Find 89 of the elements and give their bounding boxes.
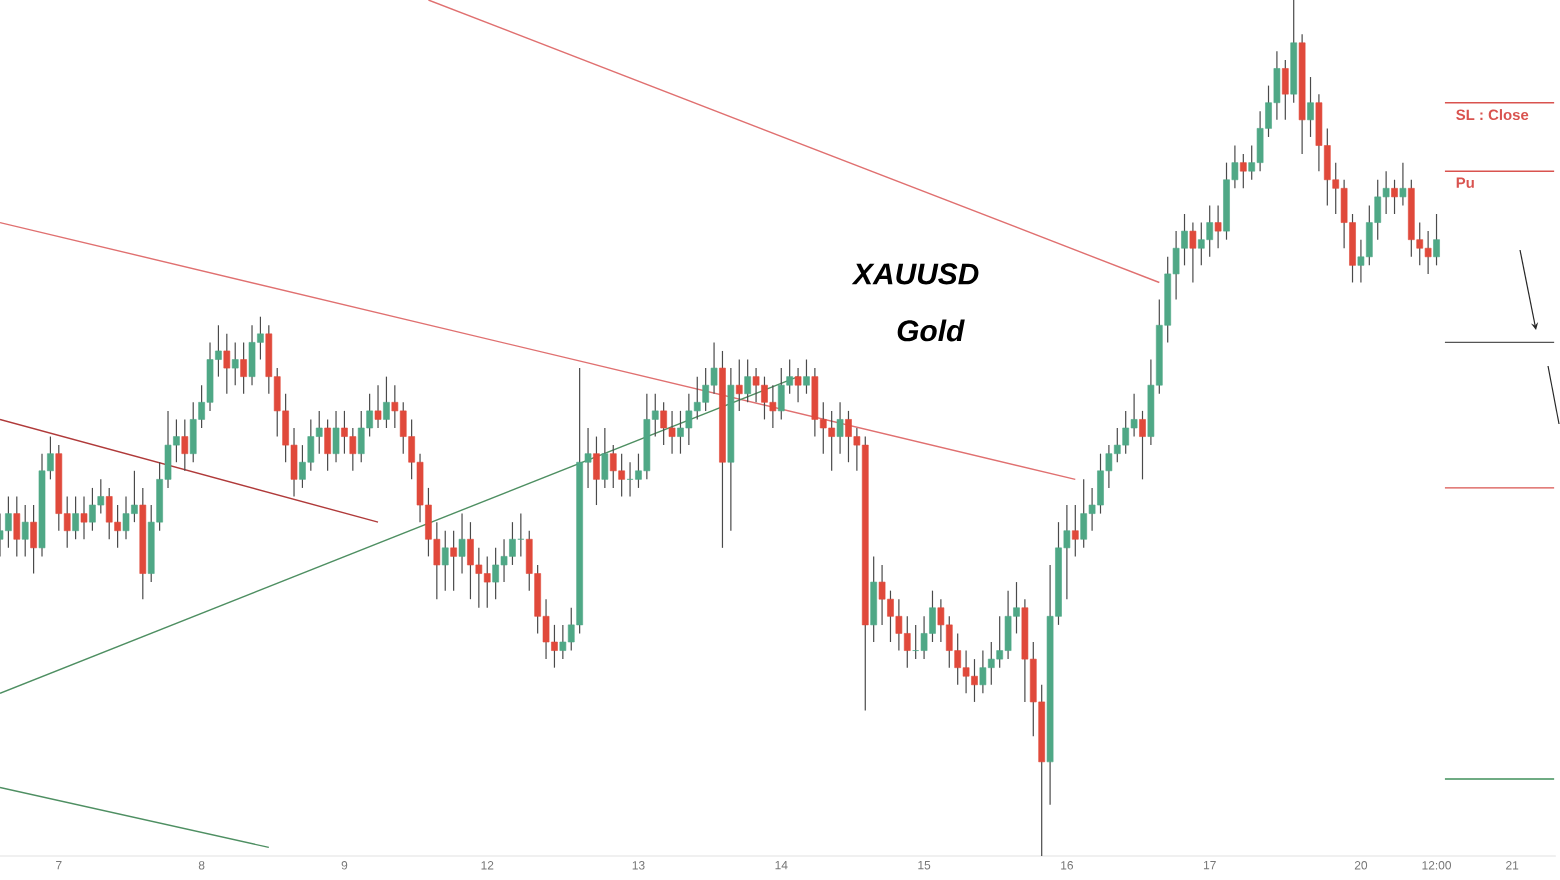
candlestick bbox=[1399, 162, 1407, 207]
candlestick bbox=[1139, 410, 1146, 480]
candlestick bbox=[1239, 153, 1247, 189]
candlestick bbox=[307, 418, 315, 472]
candlestick bbox=[668, 410, 676, 455]
candlestick bbox=[324, 418, 331, 472]
candlestick bbox=[1071, 504, 1079, 557]
candlestick bbox=[1004, 590, 1012, 660]
candlestick bbox=[811, 367, 819, 438]
candlestick bbox=[80, 495, 88, 540]
candlestick bbox=[5, 495, 12, 549]
candlestick bbox=[1433, 213, 1440, 266]
candlestick bbox=[122, 495, 130, 540]
candlestick bbox=[1424, 230, 1432, 275]
candlestick bbox=[1315, 93, 1323, 172]
candlestick bbox=[954, 632, 962, 686]
candlestick bbox=[399, 401, 407, 455]
candlestick bbox=[441, 530, 449, 592]
candlestick bbox=[181, 418, 189, 472]
candlestick bbox=[735, 358, 743, 412]
candlestick bbox=[72, 495, 79, 540]
candlestick bbox=[332, 410, 340, 463]
candlestick bbox=[315, 410, 323, 455]
candlestick bbox=[475, 547, 483, 609]
candlestick bbox=[349, 427, 357, 472]
candlestick bbox=[895, 598, 903, 652]
candlestick bbox=[1256, 110, 1264, 172]
candlestick bbox=[374, 384, 382, 429]
candlestick bbox=[870, 555, 877, 643]
candlestick bbox=[248, 324, 256, 386]
candlestick bbox=[1130, 393, 1138, 438]
candlestick bbox=[744, 358, 751, 403]
candlestick bbox=[1122, 410, 1130, 455]
candlestick bbox=[1206, 204, 1214, 258]
candlestick bbox=[878, 564, 886, 626]
candlestick bbox=[710, 341, 718, 395]
candlestick bbox=[1307, 76, 1314, 138]
candlestick bbox=[777, 367, 785, 421]
candlestick bbox=[962, 649, 970, 694]
candlestick bbox=[803, 358, 810, 395]
candlestick bbox=[609, 444, 617, 489]
candlestick bbox=[979, 649, 987, 694]
candlestick bbox=[937, 598, 945, 643]
candlestick bbox=[618, 453, 625, 498]
candlestick bbox=[836, 401, 844, 455]
candlestick bbox=[1197, 221, 1205, 266]
candlestick bbox=[1214, 204, 1222, 249]
candlestick bbox=[105, 487, 113, 540]
candlestick bbox=[13, 495, 21, 557]
candlestick bbox=[223, 333, 231, 395]
candlestick bbox=[752, 367, 760, 403]
candlestick bbox=[450, 530, 457, 592]
candlestick bbox=[693, 376, 701, 421]
candlestick bbox=[945, 615, 953, 669]
candlestick bbox=[231, 341, 239, 386]
candlestick bbox=[357, 410, 365, 463]
candlestick bbox=[189, 401, 197, 463]
candlestick bbox=[1382, 170, 1390, 215]
candlestick bbox=[89, 487, 96, 532]
candlestick bbox=[769, 384, 777, 429]
candlestick bbox=[903, 615, 911, 669]
candlestick bbox=[601, 427, 609, 489]
candlestick bbox=[240, 341, 247, 395]
candlestick bbox=[828, 410, 835, 472]
candlestick bbox=[30, 504, 37, 575]
candlestick bbox=[559, 624, 567, 660]
candlestick bbox=[391, 384, 399, 429]
candlestick bbox=[593, 435, 600, 506]
candlestick bbox=[21, 504, 29, 557]
candlestick bbox=[987, 641, 995, 686]
candlestick bbox=[458, 512, 466, 575]
candlestick bbox=[1189, 221, 1197, 284]
candlestick bbox=[794, 367, 802, 403]
candlestick bbox=[97, 478, 105, 515]
candlestick bbox=[996, 615, 1004, 669]
candlestick bbox=[920, 615, 928, 660]
candlestick bbox=[1273, 50, 1281, 121]
candlestick bbox=[483, 555, 491, 609]
candlestick bbox=[1080, 478, 1088, 549]
candlestick bbox=[685, 393, 693, 446]
candlestick bbox=[1391, 179, 1398, 215]
candlestick bbox=[114, 504, 121, 549]
candlestick bbox=[1113, 427, 1121, 463]
candlestick bbox=[383, 376, 390, 429]
annotation: XAUUSD bbox=[851, 263, 979, 285]
annotation: Gold bbox=[897, 319, 965, 342]
candlestick bbox=[1281, 59, 1289, 121]
candlestick bbox=[206, 341, 214, 412]
candlestick bbox=[500, 538, 508, 583]
